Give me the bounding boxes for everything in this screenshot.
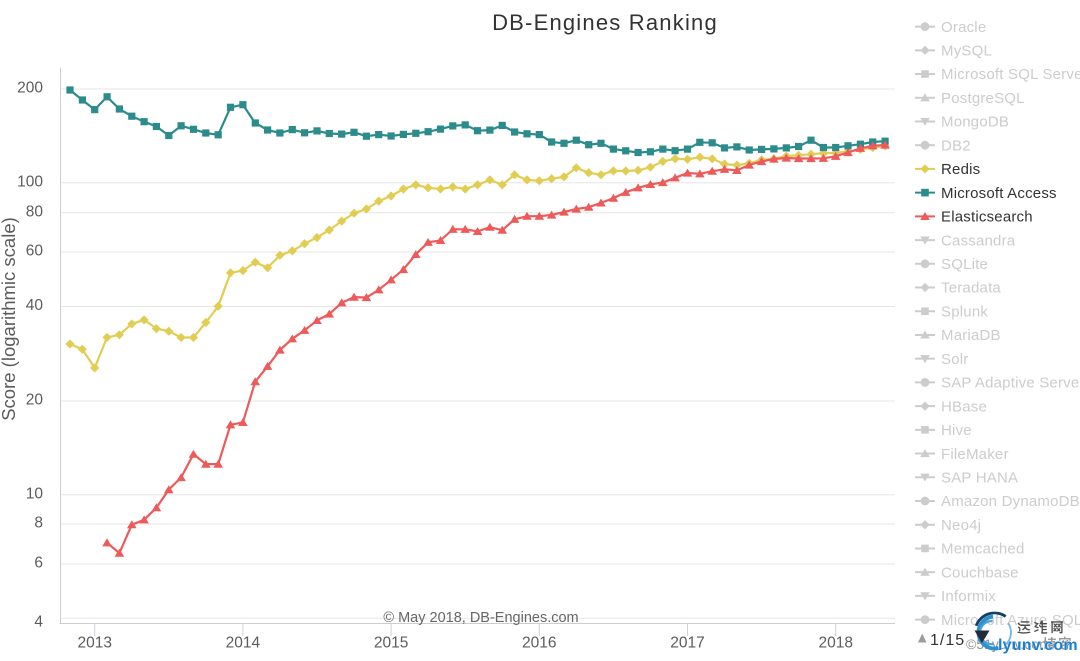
svg-text:SAP Adaptive Server Enterprise: SAP Adaptive Server Enterprise [941, 375, 1080, 392]
svg-text:Oracle: Oracle [941, 19, 986, 36]
svg-text:Teradata: Teradata [941, 280, 1001, 297]
svg-text:PostgreSQL: PostgreSQL [941, 90, 1025, 107]
svg-text:2014: 2014 [226, 635, 261, 652]
svg-text:20: 20 [26, 392, 44, 409]
svg-text:Hive: Hive [941, 422, 972, 439]
svg-text:DB-Engines Ranking: DB-Engines Ranking [492, 10, 718, 35]
svg-text:Informix: Informix [941, 588, 996, 605]
svg-text:© May 2018, DB-Engines.com: © May 2018, DB-Engines.com [383, 610, 578, 626]
svg-text:Couchbase: Couchbase [941, 564, 1019, 581]
svg-text:FileMaker: FileMaker [941, 446, 1009, 463]
svg-text:2013: 2013 [77, 635, 111, 652]
svg-text:MariaDB: MariaDB [941, 327, 1001, 344]
svg-text:2018: 2018 [818, 635, 852, 652]
svg-text:Redis: Redis [941, 161, 980, 178]
svg-text:Score (logarithmic scale): Score (logarithmic scale) [0, 217, 19, 421]
svg-text:Amazon DynamoDB: Amazon DynamoDB [941, 493, 1080, 510]
svg-text:Cassandra: Cassandra [941, 232, 1016, 249]
svg-text:4: 4 [34, 614, 43, 631]
svg-text:80: 80 [26, 203, 44, 220]
svg-text:Solr: Solr [941, 351, 968, 368]
svg-text:Memcached: Memcached [941, 541, 1025, 558]
svg-text:SAP HANA: SAP HANA [941, 470, 1018, 487]
svg-text:6: 6 [34, 555, 43, 572]
svg-text:MySQL: MySQL [941, 43, 992, 60]
svg-text:200: 200 [17, 80, 43, 97]
svg-text:2017: 2017 [670, 635, 704, 652]
svg-text:Splunk: Splunk [941, 303, 988, 320]
svg-text:Microsoft Access: Microsoft Access [941, 185, 1057, 202]
svg-text:60: 60 [26, 243, 44, 260]
svg-text:2016: 2016 [522, 635, 556, 652]
svg-text:SQLite: SQLite [941, 256, 988, 273]
svg-text:HBase: HBase [941, 398, 987, 415]
svg-text:MongoDB: MongoDB [941, 114, 1009, 131]
svg-text:lyunv.com: lyunv.com [998, 637, 1078, 654]
svg-text:Neo4j: Neo4j [941, 517, 981, 534]
svg-text:40: 40 [26, 297, 44, 314]
svg-text:100: 100 [17, 173, 43, 190]
svg-text:DB2: DB2 [941, 137, 971, 154]
svg-text:Elasticsearch: Elasticsearch [941, 209, 1033, 226]
svg-text:Microsoft SQL Server: Microsoft SQL Server [941, 66, 1080, 83]
svg-text:1/15: 1/15 [930, 632, 965, 649]
svg-text:8: 8 [34, 515, 43, 532]
svg-text:10: 10 [26, 485, 44, 502]
svg-text:2015: 2015 [374, 635, 408, 652]
